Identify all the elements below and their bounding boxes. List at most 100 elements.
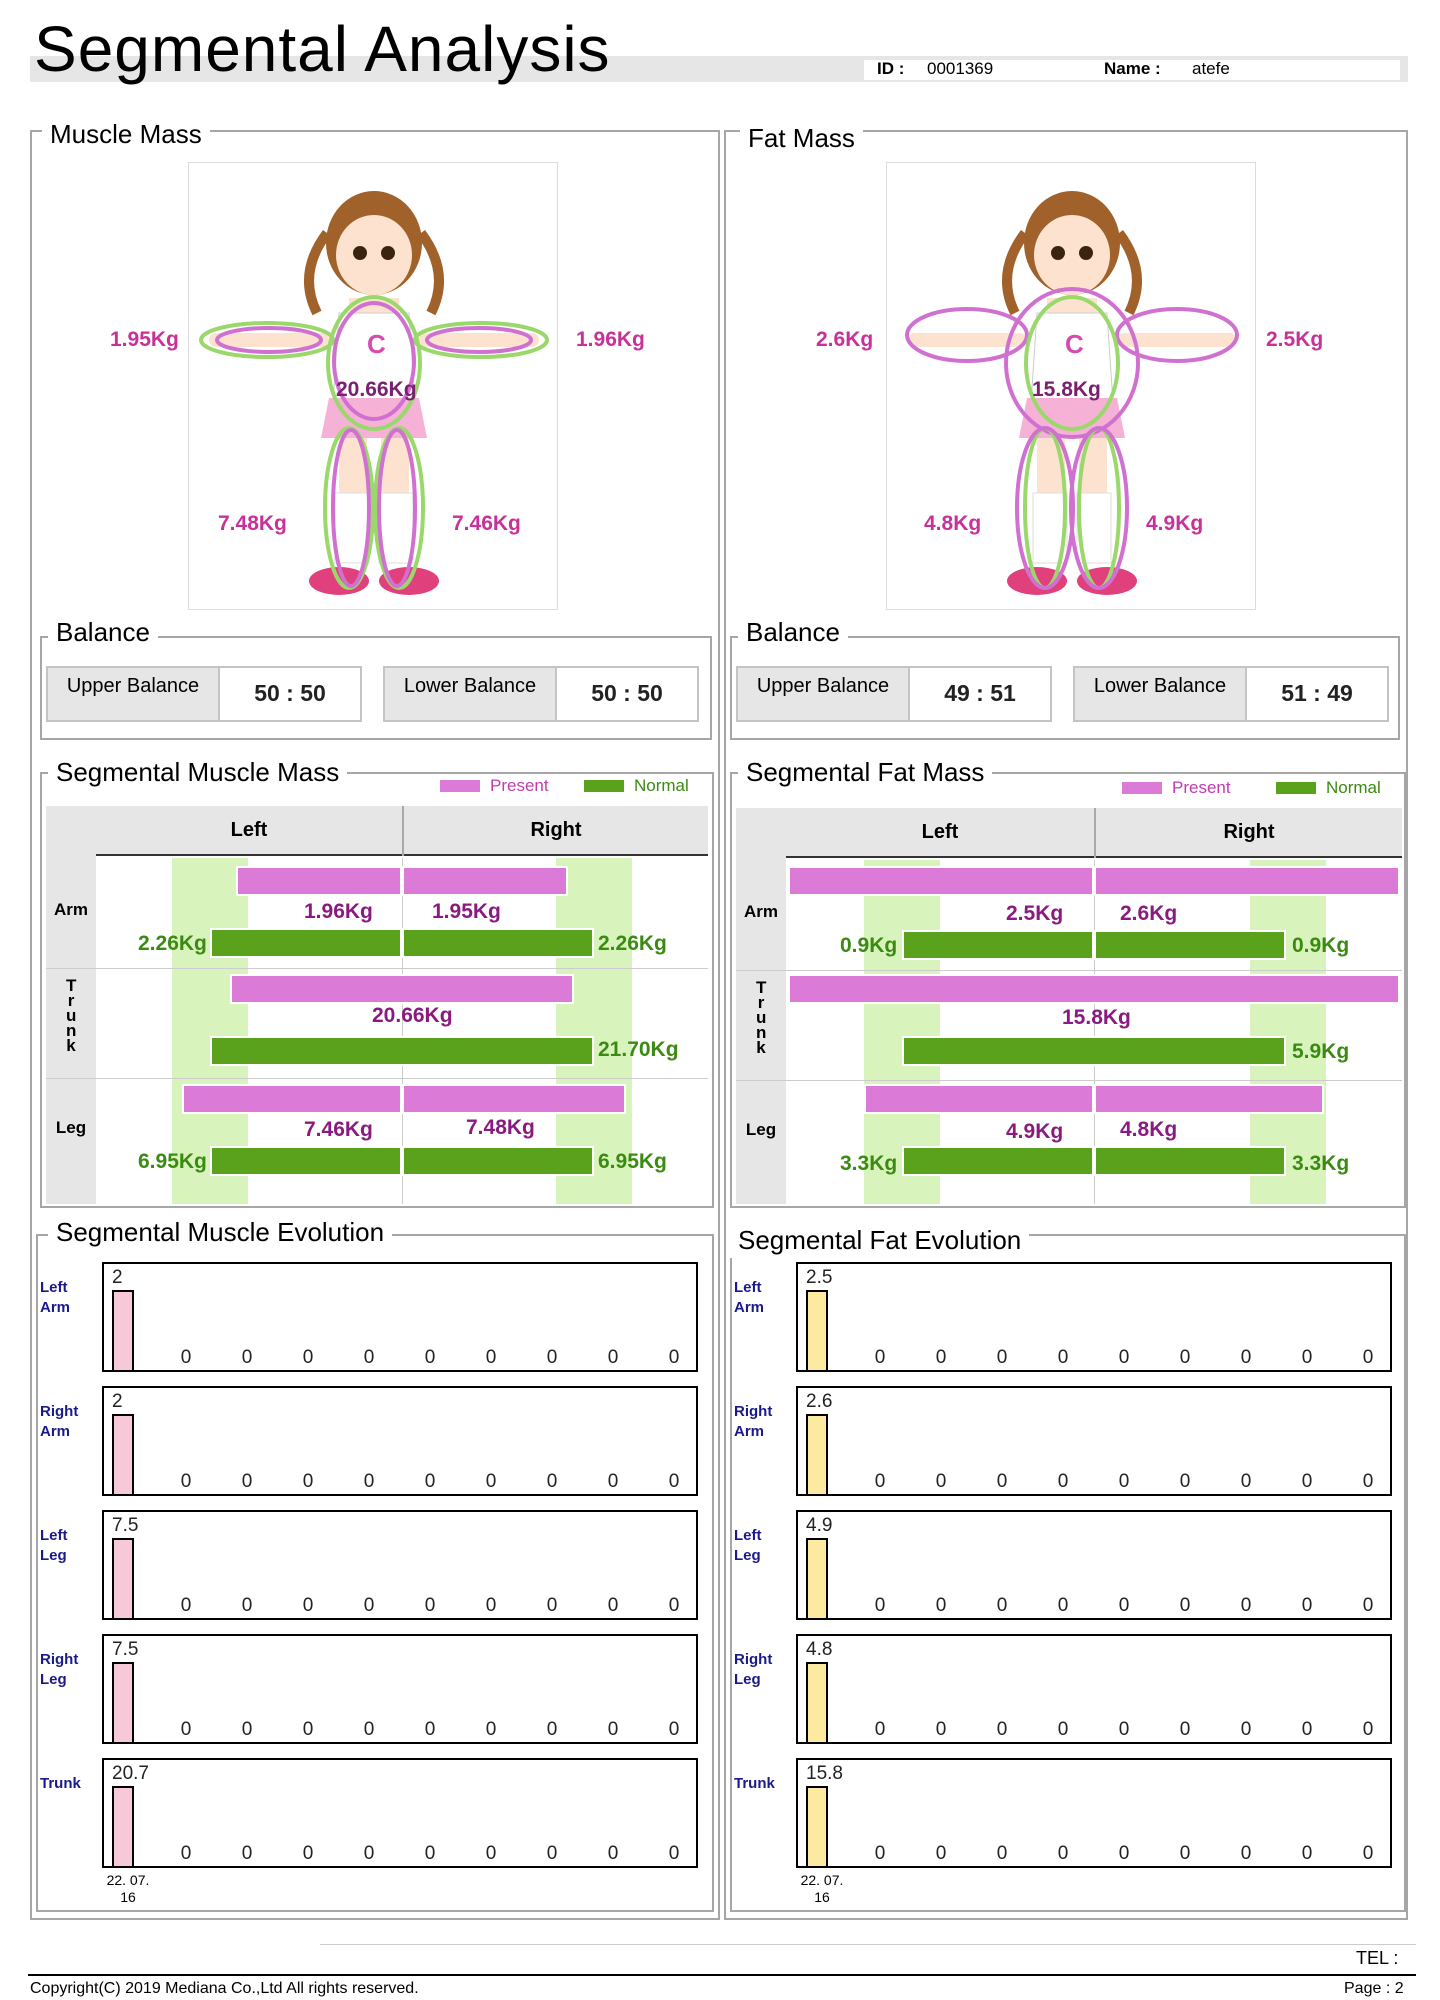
legend-normal-label: Normal: [1326, 778, 1381, 797]
legend-present-label: Present: [1172, 778, 1231, 797]
muscle-evo-zero: 0: [607, 1843, 619, 1864]
trunk-present: 20.66Kg: [372, 1004, 453, 1027]
leg-normal-left: 6.95Kg: [138, 1150, 207, 1173]
fat-evo-zero: 0: [996, 1471, 1008, 1492]
muscle-evo-zero: 0: [485, 1595, 497, 1616]
fat-evo-row-label: Left Arm: [734, 1279, 765, 1316]
fat-evo-zero: 0: [935, 1471, 947, 1492]
muscle-evo-zero: 0: [607, 1719, 619, 1740]
fat-evo-row-label: Left Leg: [734, 1527, 762, 1564]
muscle-evo-date: 22. 07. 16: [106, 1872, 150, 1905]
fat-evo-zero: 0: [1057, 1843, 1069, 1864]
muscle-evo-zero: 0: [546, 1347, 558, 1368]
fat-evo-zero: 0: [1301, 1843, 1313, 1864]
fat-evo-zero: 0: [1118, 1347, 1130, 1368]
legend-present-swatch: [1122, 782, 1162, 794]
muscle-left-leg-value: 7.48Kg: [218, 512, 287, 535]
muscle-balance-section: [40, 636, 712, 740]
fat-trunk-value: 15.8Kg: [1032, 378, 1101, 401]
muscle-evo-bar: [112, 1786, 134, 1866]
fat-evo-zero: 0: [1362, 1595, 1374, 1616]
id-label: ID :: [877, 59, 905, 78]
fat-evo-bar: [806, 1662, 828, 1742]
muscle-evo-zero: 0: [180, 1843, 192, 1864]
muscle-trunk-value: 20.66Kg: [336, 378, 417, 401]
muscle-evo-zero: 0: [180, 1471, 192, 1492]
muscle-evo-chart: 2 0 0 0 0 0 0 0 0 0: [102, 1386, 698, 1496]
leg-present-right: 4.8Kg: [1120, 1118, 1178, 1141]
fat-evo-zero: 0: [1179, 1471, 1191, 1492]
fat-evolution-section: [730, 1234, 1406, 1912]
fat-evo-zero: 0: [935, 1719, 947, 1740]
fat-evo-zero: 0: [1179, 1595, 1191, 1616]
fat-evo-row-label: Right Leg: [734, 1651, 773, 1688]
fat-evo-date: 22. 07. 16: [800, 1872, 844, 1905]
fat-evolution-charts: Left Arm 2.5 0 0 0 0 0 0 0 0 0 Right Arm 2.6 0 0 0 0 0 0 0 0…: [730, 1250, 1406, 1910]
muscle-right-arm-value: 1.96Kg: [576, 328, 645, 351]
muscle-evo-zero: 0: [485, 1471, 497, 1492]
copyright: Copyright(C) 2019 Mediana Co.,Ltd All ri…: [30, 1980, 419, 1997]
trunk-normal: 5.9Kg: [1292, 1040, 1350, 1063]
fat-evo-zero: 0: [1240, 1471, 1252, 1492]
muscle-evo-zero: 0: [424, 1719, 436, 1740]
segmental-fat-title: Segmental Fat Mass: [738, 754, 993, 790]
footer-rule: [28, 1974, 1416, 1976]
muscle-evo-zero: 0: [363, 1471, 375, 1492]
muscle-evo-zero: 0: [302, 1595, 314, 1616]
page-title: Segmental Analysis: [34, 13, 611, 85]
fat-evo-value: 2.5: [806, 1267, 833, 1288]
muscle-evo-zero: 0: [485, 1719, 497, 1740]
muscle-evo-zero: 0: [241, 1719, 253, 1740]
fat-evo-zero: 0: [935, 1843, 947, 1864]
muscle-evo-zero: 0: [241, 1347, 253, 1368]
leg-present-right: 7.48Kg: [466, 1116, 535, 1139]
id-name-box: [864, 60, 1400, 80]
muscle-evo-zero: 0: [546, 1471, 558, 1492]
row-trunk-label-text: Trunk: [66, 976, 77, 1055]
muscle-evo-zero: 0: [668, 1347, 680, 1368]
fat-evo-zero: 0: [874, 1719, 886, 1740]
muscle-evo-row-label: Right Leg: [40, 1651, 79, 1688]
col-left-header: Left: [921, 821, 959, 843]
muscle-evo-zero: 0: [241, 1471, 253, 1492]
fat-evo-value: 4.9: [806, 1515, 833, 1536]
muscle-evo-chart: 7.5 0 0 0 0 0 0 0 0 0: [102, 1634, 698, 1744]
muscle-evo-value: 7.5: [112, 1515, 139, 1536]
arm-present-left: 1.96Kg: [304, 900, 373, 923]
fat-evo-zero: 0: [1118, 1719, 1130, 1740]
fat-evo-zero: 0: [874, 1843, 886, 1864]
muscle-evo-value: 2: [112, 1391, 123, 1412]
fat-evo-zero: 0: [874, 1471, 886, 1492]
fat-evo-zero: 0: [996, 1595, 1008, 1616]
fat-evo-zero: 0: [1057, 1471, 1069, 1492]
arm-normal-left: 0.9Kg: [840, 934, 898, 957]
muscle-evo-zero: 0: [424, 1595, 436, 1616]
fat-evo-zero: 0: [1240, 1843, 1252, 1864]
muscle-evo-row-label: Right Arm: [40, 1403, 79, 1440]
muscle-evo-zero: 0: [180, 1595, 192, 1616]
leg-present-left: 7.46Kg: [304, 1118, 373, 1141]
muscle-evo-zero: 0: [302, 1843, 314, 1864]
segmental-muscle-table: Left Right Arm 1.96Kg 1.95Kg 2.26Kg 2.26…: [46, 806, 708, 1204]
body-figure-illustration: C: [199, 191, 549, 595]
row-arm-label: Arm: [743, 902, 778, 921]
muscle-evo-zero: 0: [363, 1347, 375, 1368]
arm-normal-right: 0.9Kg: [1292, 934, 1350, 957]
muscle-balance-title: Balance: [48, 614, 158, 650]
fat-evo-zero: 0: [874, 1595, 886, 1616]
muscle-upper-balance-label: Upper Balance: [46, 666, 220, 722]
fat-evolution-title: Segmental Fat Evolution: [730, 1222, 1030, 1258]
fat-right-arm-value: 2.5Kg: [1266, 328, 1324, 351]
leg-present-left: 4.9Kg: [1006, 1120, 1064, 1143]
trunk-normal: 21.70Kg: [598, 1038, 679, 1061]
muscle-evo-zero: 0: [424, 1471, 436, 1492]
fat-evo-bar: [806, 1290, 828, 1370]
fat-right-leg-value: 4.9Kg: [1146, 512, 1204, 535]
muscle-left-arm-value: 1.95Kg: [110, 328, 179, 351]
muscle-evo-row-label: Left Arm: [40, 1279, 71, 1316]
fat-evo-value: 4.8: [806, 1639, 833, 1660]
arm-present-right: 2.6Kg: [1120, 902, 1178, 925]
muscle-evo-zero: 0: [424, 1843, 436, 1864]
muscle-evo-zero: 0: [363, 1843, 375, 1864]
muscle-evolution-title: Segmental Muscle Evolution: [48, 1214, 393, 1250]
